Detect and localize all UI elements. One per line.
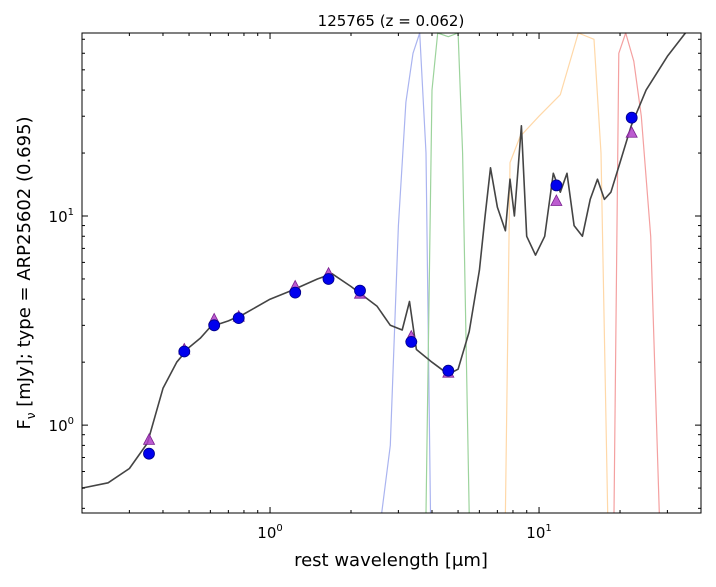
spectrum-line (81, 32, 687, 489)
filter-curve-3 (381, 32, 432, 514)
observed-point-2 (208, 319, 221, 332)
model-point-0 (142, 433, 156, 445)
observed-point-3 (232, 312, 245, 325)
filter-curves (381, 32, 660, 514)
filter-curve-6 (613, 32, 660, 514)
plot-frame (81, 32, 702, 514)
observed-point-6 (354, 284, 366, 297)
observed-photometry-points (143, 111, 638, 460)
x-axis-label: rest wavelength [μm] (294, 550, 488, 571)
observed-point-10 (625, 111, 638, 124)
y-axis-label: Fν [mJy]; type = ARP25602 (0.695) (14, 116, 38, 429)
y-tick-label: 100 (49, 416, 74, 435)
y-tick-label: 101 (49, 207, 74, 226)
model-spectrum (81, 32, 687, 489)
observed-point-4 (289, 286, 302, 299)
model-point-10 (625, 125, 638, 138)
axis-ticks: 100 101 100 101 (49, 33, 702, 542)
observed-point-8 (442, 364, 455, 377)
model-point-9 (550, 194, 563, 206)
observed-point-5 (322, 273, 335, 285)
filter-curve-5 (504, 32, 609, 514)
x-tick-label: 100 (257, 523, 282, 542)
observed-point-7 (405, 335, 418, 348)
observed-point-9 (550, 179, 563, 192)
model-photometry-triangles (142, 125, 638, 445)
observed-point-0 (143, 447, 155, 460)
observed-point-1 (178, 345, 191, 358)
chart-title: 125765 (z = 0.062) (318, 12, 465, 30)
x-tick-label: 101 (526, 523, 551, 542)
filter-curve-4 (425, 32, 470, 514)
